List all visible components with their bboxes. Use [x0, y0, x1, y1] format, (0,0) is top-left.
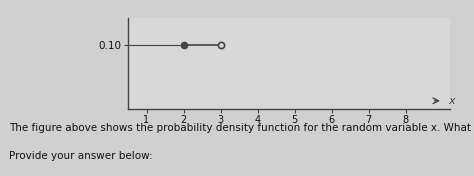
Text: Provide your answer below:: Provide your answer below: [9, 151, 153, 161]
Text: The figure above shows the probability density function for the random variable : The figure above shows the probability d… [9, 124, 474, 133]
Text: x: x [448, 96, 455, 106]
